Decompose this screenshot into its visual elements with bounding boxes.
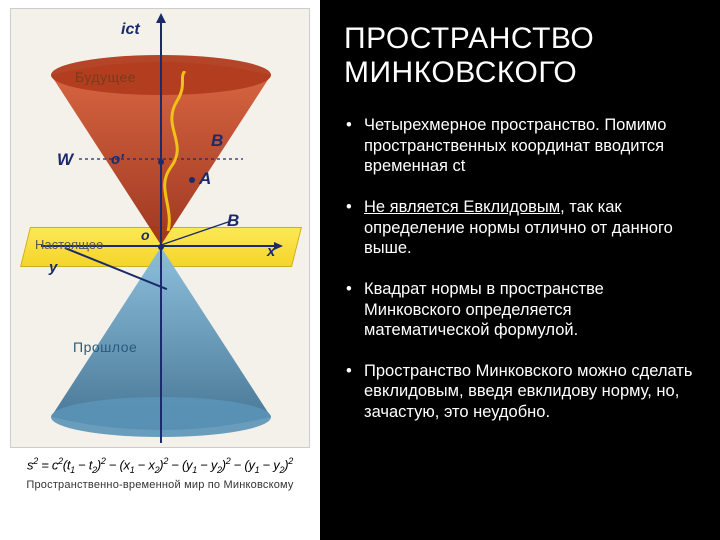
region-label-future: Будущее (75, 69, 136, 85)
bullet-item: Четырехмерное пространство. Помимо прост… (344, 115, 700, 177)
region-label-present: Настоящее (35, 237, 103, 252)
point-o-prime (158, 159, 164, 165)
label-b2: B (227, 211, 239, 231)
slide-title: ПРОСТРАНСТВО МИНКОВСКОГО (344, 22, 700, 89)
label-a: A (199, 169, 211, 189)
norm-formula: s2 = c2(t1 − t2)2 − (x1 − x2)2 − (y1 − y… (27, 456, 293, 475)
bullet-text: Пространство Минковского можно сделать е… (364, 362, 692, 421)
bullet-text: Квадрат нормы в пространстве Минковского… (364, 280, 604, 339)
label-b1: B (211, 131, 223, 151)
bullet-item: Квадрат нормы в пространстве Минковского… (344, 279, 700, 341)
bullet-item: Пространство Минковского можно сделать е… (344, 361, 700, 423)
figure-panel: ict Будущее Прошлое Настоящее W B A B o'… (0, 0, 320, 540)
worldline-swirl (161, 71, 221, 231)
label-y: y (49, 259, 57, 276)
region-label-past: Прошлое (73, 339, 137, 355)
minkowski-diagram: ict Будущее Прошлое Настоящее W B A B o'… (10, 8, 310, 448)
point-a (189, 177, 195, 183)
bullet-item: Не является Евклидовым, так как определе… (344, 197, 700, 259)
label-o: o (141, 227, 150, 243)
label-x: x (267, 243, 275, 260)
text-panel: ПРОСТРАНСТВО МИНКОВСКОГО Четырехмерное п… (320, 0, 720, 540)
label-o-prime: o' (111, 151, 124, 168)
figure-caption: Пространственно-временной мир по Минковс… (26, 479, 293, 491)
bullet-list: Четырехмерное пространство. Помимо прост… (344, 115, 700, 423)
bullet-text: Четырехмерное пространство. Помимо прост… (364, 116, 666, 175)
label-w: W (57, 150, 73, 170)
axis-label-ict: ict (121, 21, 140, 39)
point-o (158, 244, 164, 250)
bullet-underline: Не является Евклидовым (364, 198, 560, 216)
